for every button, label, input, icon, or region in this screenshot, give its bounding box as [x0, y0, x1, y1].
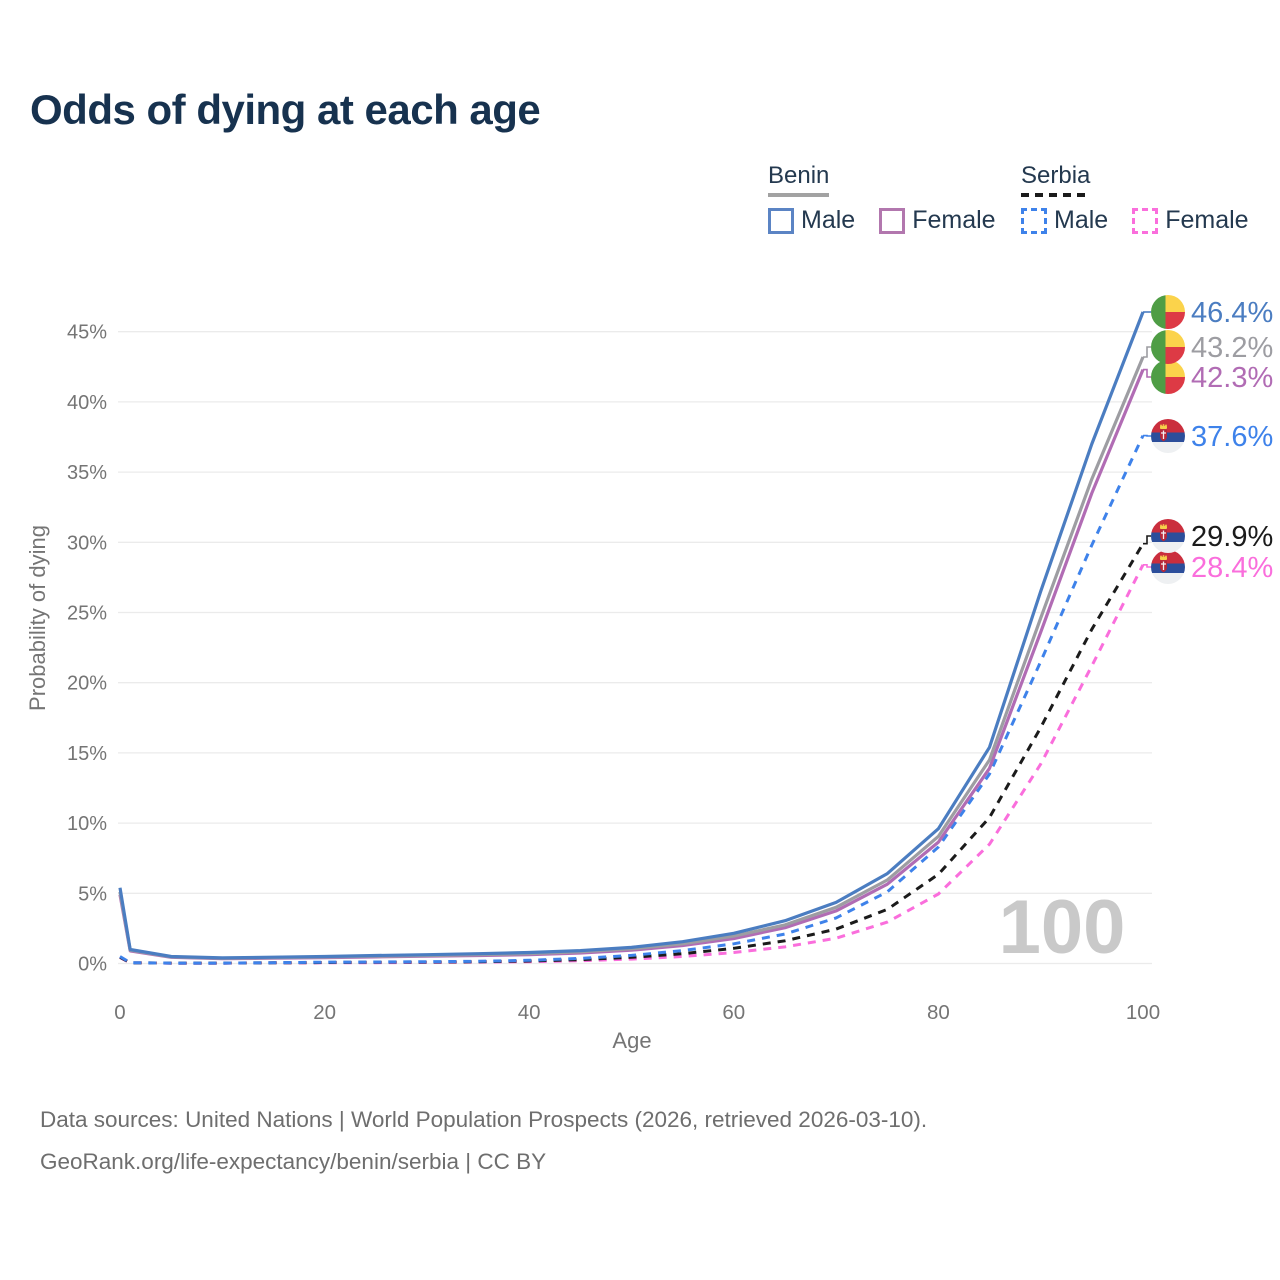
x-tick-label: 60	[722, 1001, 745, 1024]
age-hover-watermark: 100	[999, 885, 1126, 970]
legend-label: Female	[912, 206, 996, 234]
end-label-serbia-male: 37.6%	[1191, 421, 1273, 453]
benin-male-swatch-icon	[768, 207, 794, 234]
y-tick-label: 15%	[67, 743, 107, 765]
data-sources-note: Data sources: United Nations | World Pop…	[40, 1107, 928, 1132]
x-tick-label: 100	[1126, 1001, 1160, 1024]
y-tick-label: 0%	[78, 954, 107, 976]
line-benin-both-sexes[interactable]	[118, 356, 1145, 960]
benin-female-swatch-icon	[879, 207, 906, 234]
x-tick-label: 0	[114, 1001, 125, 1024]
x-tick-label: 80	[927, 1001, 950, 1024]
y-tick-label: 20%	[67, 673, 107, 695]
line-benin-female[interactable]	[118, 368, 1145, 961]
x-tick-label: 40	[518, 1001, 541, 1024]
label-connector	[1143, 564, 1151, 568]
serbia-dashed-line-sample	[1021, 193, 1091, 197]
legend-header-serbia[interactable]: Serbia	[1021, 162, 1091, 197]
serbia-flag-icon	[1151, 519, 1185, 553]
legend-item-benin-male[interactable]: Male	[768, 206, 855, 235]
legend-label: Male	[1054, 206, 1109, 234]
legend-title-serbia: Serbia	[1021, 162, 1091, 189]
serbia-male-swatch-icon	[1021, 207, 1047, 234]
legend-label: Female	[1165, 206, 1249, 234]
label-connector	[1143, 535, 1151, 545]
y-tick-label: 40%	[67, 392, 107, 414]
y-tick-label: 35%	[67, 462, 107, 484]
legend-item-serbia-female[interactable]: Female	[1132, 206, 1249, 235]
page-title: Odds of dying at each age	[30, 86, 541, 133]
footer: Data sources: United Nations | World Pop…	[40, 1099, 927, 1182]
end-label-serbia-female: 28.4%	[1191, 552, 1273, 584]
legend-label: Male	[801, 206, 856, 234]
line-serbia-male[interactable]	[119, 434, 1145, 965]
y-tick-label: 25%	[67, 603, 107, 625]
y-tick-label: 45%	[67, 322, 107, 344]
x-axis-title: Age	[612, 1028, 651, 1053]
legend-group-serbia: Serbia Male Female	[1021, 162, 1249, 235]
end-label-benin-female: 42.3%	[1191, 362, 1273, 394]
y-axis-title: Probability of dying	[25, 525, 50, 711]
legend-item-benin-female[interactable]: Female	[879, 206, 996, 235]
label-connector	[1143, 368, 1151, 378]
benin-flag-icon	[1151, 330, 1185, 364]
end-label-benin-male: 46.4%	[1191, 297, 1273, 329]
legend-header-benin[interactable]: Benin	[768, 162, 830, 197]
serbia-flag-icon	[1151, 550, 1185, 584]
benin-solid-line-sample	[768, 193, 830, 197]
label-connector	[1143, 346, 1151, 358]
legend-group-benin: Benin Male Female	[768, 162, 996, 235]
end-label-serbia-both-sexes: 29.9%	[1191, 521, 1273, 553]
benin-flag-icon	[1151, 295, 1185, 329]
line-serbia-both-sexes[interactable]	[119, 542, 1145, 965]
legend-item-serbia-male[interactable]: Male	[1021, 206, 1108, 235]
source-url: GeoRank.org/life-expectancy/benin/serbia…	[40, 1148, 547, 1174]
y-tick-label: 30%	[67, 532, 107, 554]
serbia-female-swatch-icon	[1132, 207, 1159, 234]
benin-flag-icon	[1151, 360, 1185, 394]
x-tick-label: 20	[313, 1001, 336, 1024]
serbia-flag-icon	[1151, 419, 1185, 453]
y-tick-label: 5%	[78, 883, 107, 905]
legend-title-benin: Benin	[768, 162, 830, 189]
line-benin-male[interactable]	[118, 311, 1145, 960]
end-label-benin-both-sexes: 43.2%	[1191, 332, 1273, 364]
y-tick-label: 10%	[67, 813, 107, 835]
